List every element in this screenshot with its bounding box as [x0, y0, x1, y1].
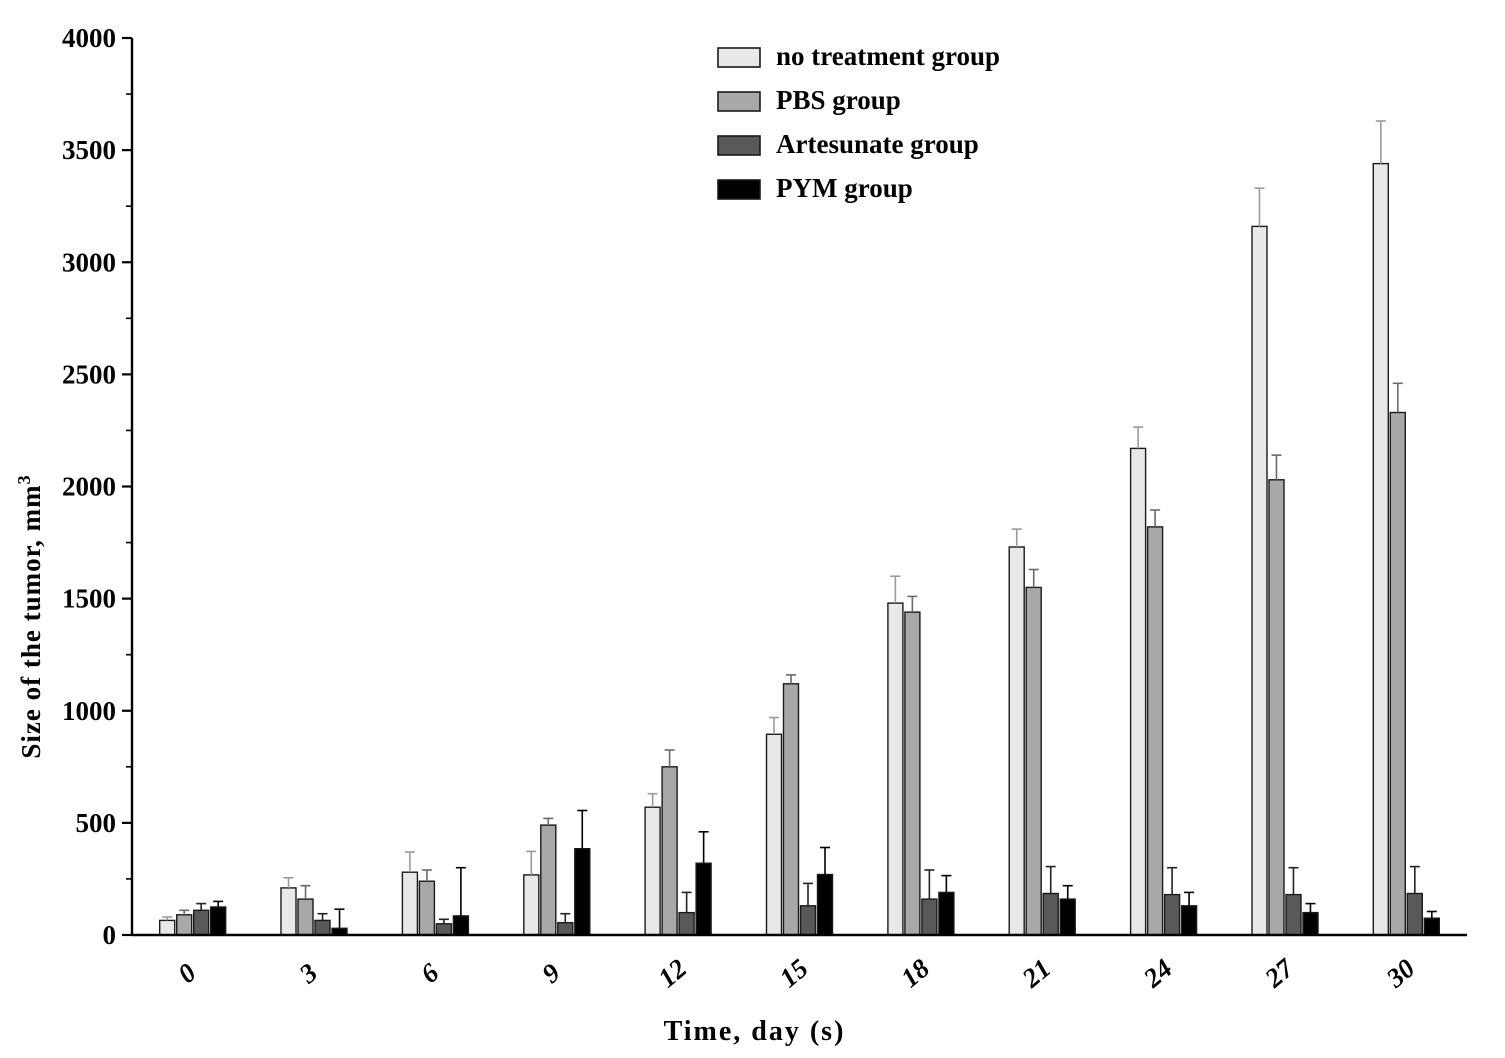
- bar: [523, 874, 540, 936]
- bar: [192, 909, 210, 936]
- legend-swatch: [717, 179, 761, 200]
- bar: [1042, 892, 1059, 936]
- legend-label: PBS group: [776, 85, 901, 115]
- bar: [695, 862, 712, 936]
- bar: [1251, 225, 1268, 936]
- bar: [782, 683, 800, 936]
- bar: [297, 898, 314, 936]
- legend-label: no treatment group: [776, 41, 1000, 71]
- x-tick-label: 21: [1016, 953, 1057, 994]
- y-tick-label: 2500: [62, 359, 116, 389]
- bar: [887, 602, 904, 936]
- bar: [765, 733, 783, 936]
- y-tick-label: 2000: [62, 472, 116, 502]
- bar: [921, 898, 938, 936]
- bar: [557, 922, 574, 936]
- x-tick-label: 9: [536, 957, 566, 989]
- legend-label: Artesunate group: [776, 129, 979, 159]
- x-axis-title: Time, day (s): [664, 1016, 846, 1047]
- x-tick-label: 27: [1258, 952, 1300, 994]
- bar: [1372, 162, 1390, 936]
- y-tick-label: 0: [103, 920, 117, 950]
- bar: [1268, 479, 1285, 936]
- x-tick-label: 6: [415, 957, 445, 989]
- bar: [1389, 411, 1407, 936]
- bar: [418, 880, 436, 936]
- bar: [1302, 911, 1319, 936]
- x-tick-label: 24: [1137, 953, 1178, 994]
- bar: [209, 906, 227, 936]
- y-tick-label: 500: [76, 808, 117, 838]
- bar: [1129, 447, 1147, 936]
- bar: [1008, 546, 1025, 936]
- bar: [1423, 917, 1441, 936]
- x-tick-label: 3: [293, 957, 323, 989]
- x-tick-label: 18: [895, 953, 935, 994]
- bar: [1163, 893, 1181, 936]
- y-tick-label: 4000: [62, 23, 116, 53]
- x-tick-label: 12: [652, 953, 692, 993]
- bar: [1180, 905, 1198, 936]
- bar: [816, 873, 834, 936]
- x-tick-label: 30: [1380, 953, 1421, 994]
- bar: [574, 848, 591, 936]
- legend-swatch: [717, 135, 761, 156]
- bar: [401, 871, 419, 936]
- x-tick-label: 0: [172, 957, 202, 989]
- bar: [661, 766, 678, 936]
- bar: [314, 919, 331, 936]
- bar: [175, 914, 193, 936]
- bar: [1059, 898, 1076, 936]
- bar: [644, 806, 661, 936]
- bar: [452, 915, 470, 936]
- y-tick-label: 3000: [62, 247, 116, 277]
- y-tick-label: 1000: [62, 696, 116, 726]
- legend-swatch: [717, 91, 761, 112]
- bar: [1025, 586, 1042, 936]
- bar: [158, 919, 176, 936]
- bar: [938, 891, 955, 936]
- bar: [540, 824, 557, 936]
- x-tick-label: 15: [774, 953, 814, 993]
- y-tick-label: 1500: [62, 584, 116, 614]
- bar: [904, 611, 921, 936]
- bar: [1285, 893, 1302, 936]
- bar: [1406, 892, 1424, 936]
- bar: [280, 887, 297, 936]
- legend-swatch: [717, 47, 761, 68]
- bar: [799, 905, 817, 936]
- legend-label: PYM group: [776, 173, 913, 203]
- y-axis-title: Size of the tumor, mm3: [14, 474, 46, 758]
- bar: [1146, 526, 1164, 936]
- bar: [435, 923, 453, 936]
- bar: [678, 911, 695, 936]
- y-tick-label: 3500: [62, 135, 116, 165]
